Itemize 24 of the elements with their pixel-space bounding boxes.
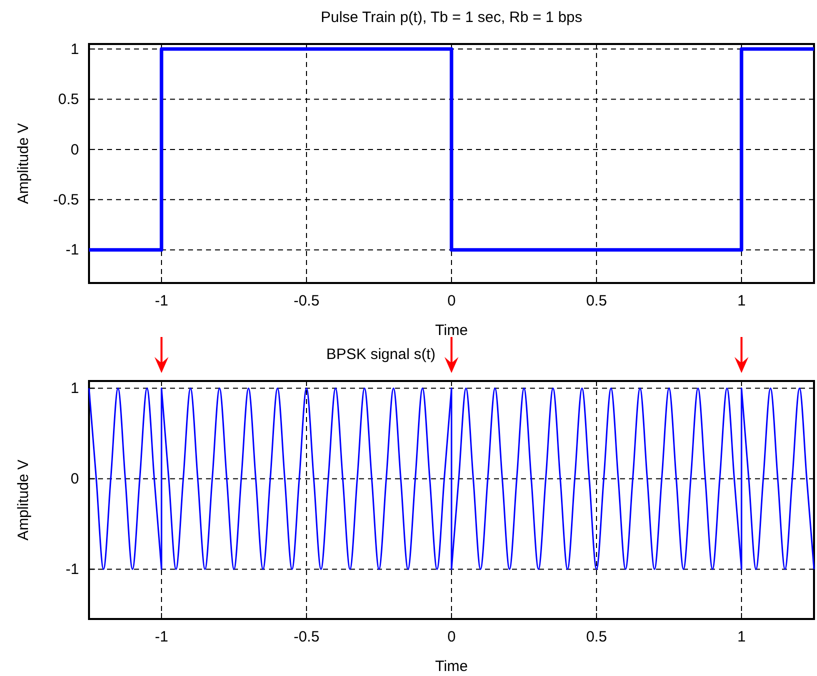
- x-tick-label: 1: [737, 292, 746, 310]
- y-tick-label: 1: [70, 380, 79, 398]
- x-tick-label: 0.5: [586, 628, 607, 646]
- x-tick-label: 0: [447, 628, 456, 646]
- x-tick-label: -1: [154, 628, 168, 646]
- y-tick-label: -0.5: [53, 191, 79, 208]
- x-tick-label: 0.5: [586, 292, 607, 310]
- y-tick-label: 1: [70, 40, 79, 58]
- x-axis-title: Time: [435, 658, 468, 675]
- x-tick-label: -1: [154, 292, 168, 310]
- y-tick-label: 0: [70, 141, 79, 158]
- y-tick-label: 0: [70, 470, 79, 488]
- y-tick-label: -1: [66, 561, 79, 578]
- x-tick-label: -0.5: [294, 628, 320, 646]
- y-axis-title: Amplitude V: [15, 460, 32, 540]
- chart-title: BPSK signal s(t): [326, 346, 436, 363]
- x-tick-label: 0: [447, 292, 456, 310]
- y-tick-label: 0.5: [58, 91, 79, 108]
- x-tick-label: 1: [737, 628, 746, 646]
- chart-title: Pulse Train p(t), Tb = 1 sec, Rb = 1 bps: [320, 9, 582, 26]
- x-axis-title: Time: [435, 322, 468, 339]
- y-axis-title: Amplitude V: [15, 123, 32, 204]
- x-tick-label: -0.5: [294, 292, 320, 310]
- y-tick-label: -1: [66, 242, 79, 259]
